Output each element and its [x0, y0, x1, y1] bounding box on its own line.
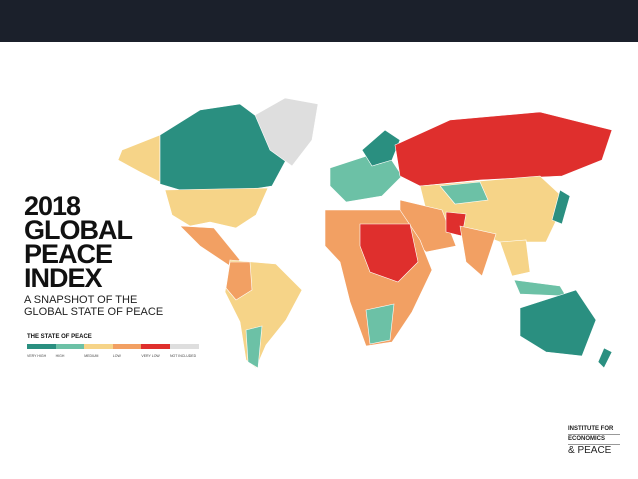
region: [359, 223, 419, 283]
region: [225, 261, 253, 301]
legend: VERY HIGH HIGH MEDIUM LOW VERY LOW NOT INCLUD…: [27, 344, 199, 358]
legend-swatch: [27, 344, 56, 349]
region: [597, 347, 613, 369]
region: [254, 97, 319, 167]
logo-line: ECONOMICS: [568, 435, 620, 445]
legend-title: THE STATE OF PEACE: [27, 334, 92, 340]
region: [499, 239, 531, 277]
region: [519, 289, 597, 357]
title-line: 2018: [24, 191, 81, 221]
logo-line: & PEACE: [568, 445, 612, 456]
top-bar: [0, 0, 638, 42]
legend-swatch: [84, 344, 113, 349]
subtitle-line: A SNAPSHOT OF THE: [24, 294, 138, 306]
legend-label: VERY HIGH: [27, 354, 47, 358]
title-line: GLOBAL: [24, 215, 133, 245]
region: [394, 111, 613, 187]
region: [551, 189, 571, 225]
region: [365, 303, 395, 345]
region: [513, 279, 567, 297]
region: [159, 103, 287, 193]
legend-swatch: [169, 344, 199, 349]
logo: INSTITUTE FOR ECONOMICS & PEACE: [568, 425, 620, 457]
legend-swatch: [55, 344, 85, 349]
region: [164, 187, 269, 229]
region: [459, 225, 497, 277]
subtitle: A SNAPSHOT OF THE GLOBAL STATE OF PEACE: [24, 294, 163, 318]
logo-line: INSTITUTE FOR: [568, 425, 620, 435]
legend-item: VERY LOW: [141, 344, 170, 358]
legend-label: MEDIUM: [84, 354, 99, 358]
region: [439, 181, 489, 205]
title-line: PEACE: [24, 239, 113, 269]
legend-label: NOT INCLUDED: [169, 354, 197, 358]
legend-label: HIGH: [55, 354, 65, 358]
legend-item: HIGH: [55, 344, 85, 358]
title-line: INDEX: [24, 263, 103, 293]
region: [245, 325, 263, 369]
title: 2018 GLOBAL PEACE INDEX: [24, 191, 133, 293]
legend-item: LOW: [112, 344, 142, 358]
subtitle-line: GLOBAL STATE OF PEACE: [24, 306, 164, 318]
legend-swatch: [141, 344, 170, 349]
region: [117, 134, 161, 183]
legend-label: LOW: [112, 354, 121, 358]
legend-item: NOT INCLUDED: [169, 344, 199, 358]
legend-item: MEDIUM: [84, 344, 113, 358]
legend-swatch: [112, 344, 142, 349]
legend-label: VERY LOW: [141, 354, 160, 358]
legend-item: VERY HIGH: [27, 344, 56, 358]
